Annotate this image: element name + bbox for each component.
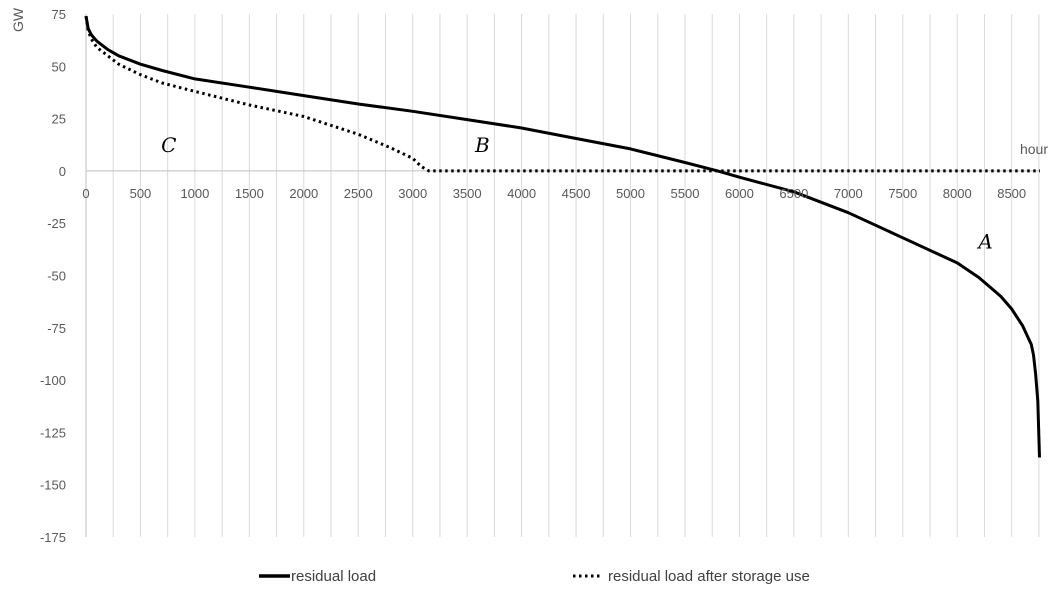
y-tick-label: 50 <box>52 59 66 74</box>
annotation-c: C <box>161 133 176 157</box>
annotation-a: A <box>976 229 992 253</box>
legend-label-after-storage: residual load after storage use <box>608 568 810 585</box>
x-tick-label: 4500 <box>562 186 591 201</box>
x-tick-label: 8500 <box>997 186 1026 201</box>
grid-layer <box>112 14 1040 537</box>
x-tick-label: 7000 <box>834 186 863 201</box>
y-tick-label: -75 <box>47 321 66 336</box>
y-tick-label: 75 <box>52 7 66 22</box>
x-tick-label: 6000 <box>725 186 754 201</box>
x-axis-label: hour <box>1020 141 1048 157</box>
x-tick-label: 4000 <box>507 186 536 201</box>
x-tick-label: 2000 <box>289 186 318 201</box>
y-tick-label: -150 <box>40 478 66 493</box>
y-tick-label: -50 <box>47 269 66 284</box>
x-tick-label: 1000 <box>180 186 209 201</box>
x-tick-label: 3500 <box>453 186 482 201</box>
x-tick-label: 5500 <box>671 186 700 201</box>
legend: residual load residual load after storag… <box>259 568 810 585</box>
x-tick-label: 2500 <box>344 186 373 201</box>
y-tick-label: -125 <box>40 425 66 440</box>
x-tick-label: 8000 <box>943 186 972 201</box>
tick-layer: 75 50 25 0 -25 -50 -75 -100 -125 -150 -175 0 500 1000… <box>40 7 1026 545</box>
y-tick-label: -100 <box>40 373 66 388</box>
x-tick-label: 0 <box>82 186 89 201</box>
x-tick-label: 1500 <box>235 186 264 201</box>
legend-label-residual-load: residual load <box>291 568 376 585</box>
axis-layer <box>85 14 1040 537</box>
series-line-after-storage <box>84 15 1040 173</box>
annotation-layer: A B C <box>161 133 993 253</box>
y-tick-label: -175 <box>40 530 66 545</box>
x-tick-label: 7500 <box>888 186 917 201</box>
y-tick-label: -25 <box>47 216 66 231</box>
y-axis-label: GW <box>10 7 26 32</box>
series-line-residual-load <box>84 15 1041 458</box>
x-tick-label: 5000 <box>616 186 645 201</box>
series-layer <box>84 15 1041 458</box>
annotation-b: B <box>474 133 490 157</box>
x-tick-label: 6500 <box>779 186 808 201</box>
y-tick-label: 0 <box>59 164 66 179</box>
y-tick-label: 25 <box>52 112 66 127</box>
x-tick-label: 3000 <box>398 186 427 201</box>
x-tick-label: 500 <box>130 186 152 201</box>
